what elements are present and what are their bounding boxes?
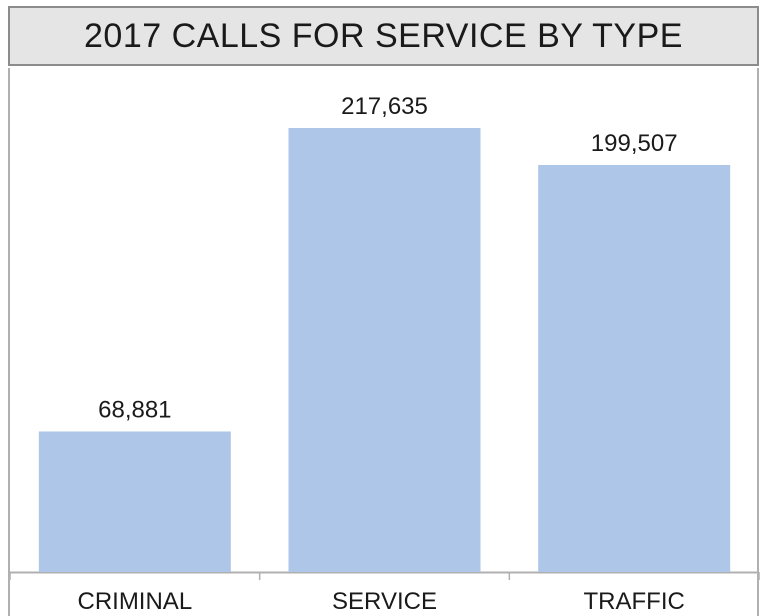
category-label-service: SERVICE xyxy=(332,588,437,615)
chart-title: 2017 CALLS FOR SERVICE BY TYPE xyxy=(84,16,683,55)
bar-traffic xyxy=(538,164,731,573)
bar-criminal xyxy=(38,431,231,572)
plot-frame xyxy=(8,68,759,616)
category-label-traffic: TRAFFIC xyxy=(584,588,685,615)
bar-service xyxy=(288,128,481,572)
chart-title-box: 2017 CALLS FOR SERVICE BY TYPE xyxy=(8,6,759,66)
data-label-traffic: 199,507 xyxy=(591,130,678,157)
data-label-criminal: 68,881 xyxy=(98,396,171,423)
data-label-service: 217,635 xyxy=(341,93,428,120)
category-label-criminal: CRIMINAL xyxy=(77,588,192,615)
